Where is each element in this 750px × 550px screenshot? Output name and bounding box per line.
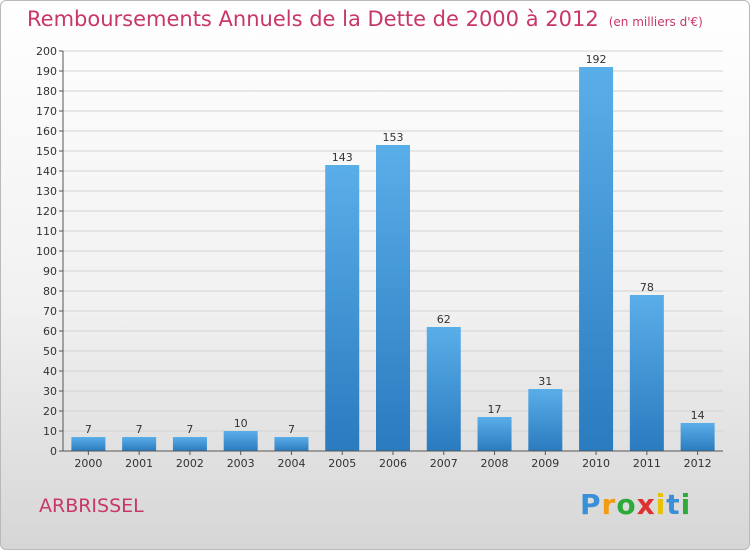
bar	[274, 437, 309, 451]
y-tick-label: 20	[43, 405, 57, 418]
x-tick-label: 2003	[227, 457, 255, 470]
x-tick-label: 2012	[684, 457, 712, 470]
x-tick-label: 2001	[125, 457, 153, 470]
x-tick-label: 2000	[74, 457, 102, 470]
y-tick-label: 150	[36, 145, 57, 158]
bar	[172, 437, 207, 451]
y-tick-label: 60	[43, 325, 57, 338]
bar-value-label: 7	[85, 423, 92, 436]
y-tick-label: 200	[36, 45, 57, 58]
logo-letter: x	[636, 488, 656, 521]
y-tick-label: 180	[36, 85, 57, 98]
bar-value-label: 31	[538, 375, 552, 388]
x-tick-label: 2004	[277, 457, 305, 470]
logo-letter: i	[680, 488, 692, 521]
bar-value-label: 143	[332, 151, 353, 164]
chart-title-text: Remboursements Annuels de la Dette de 20…	[27, 7, 599, 31]
logo-letter: r	[601, 488, 617, 521]
y-tick-label: 110	[36, 225, 57, 238]
proxiti-logo: Proxiti	[580, 488, 691, 521]
bar-value-label: 192	[586, 53, 607, 66]
bar	[629, 295, 664, 451]
bar	[579, 67, 614, 451]
chart-title: Remboursements Annuels de la Dette de 20…	[27, 7, 703, 31]
y-tick-label: 190	[36, 65, 57, 78]
x-tick-label: 2010	[582, 457, 610, 470]
bar-value-label: 17	[488, 403, 502, 416]
bar	[477, 417, 512, 451]
bar	[528, 389, 563, 451]
bar	[223, 431, 258, 451]
bar	[426, 327, 461, 451]
y-tick-label: 80	[43, 285, 57, 298]
place-name: ARBRISSEL	[39, 495, 144, 517]
bar-value-label: 7	[136, 423, 143, 436]
bar	[325, 165, 360, 451]
bar	[71, 437, 106, 451]
x-tick-label: 2006	[379, 457, 407, 470]
x-tick-label: 2011	[633, 457, 661, 470]
y-tick-label: 160	[36, 125, 57, 138]
y-tick-label: 10	[43, 425, 57, 438]
y-tick-label: 70	[43, 305, 57, 318]
y-tick-label: 30	[43, 385, 57, 398]
bar-value-label: 10	[234, 417, 248, 430]
bar-value-label: 78	[640, 281, 654, 294]
bar	[680, 423, 715, 451]
bar-value-label: 153	[383, 131, 404, 144]
y-tick-label: 90	[43, 265, 57, 278]
logo-letter: o	[616, 488, 637, 521]
bar-value-label: 7	[186, 423, 193, 436]
axes: 0 10 20 30 40 50 60 70 80 90 100 110 120 130 140 150 160…	[36, 45, 723, 470]
bar	[376, 145, 410, 451]
y-tick-label: 140	[36, 165, 57, 178]
y-tick-label: 130	[36, 185, 57, 198]
y-tick-label: 0	[50, 445, 57, 458]
x-tick-label: 2009	[531, 457, 559, 470]
logo-letter: i	[655, 488, 667, 521]
x-tick-label: 2008	[481, 457, 509, 470]
bar	[122, 437, 157, 451]
bar-value-label: 62	[437, 313, 451, 326]
y-tick-label: 120	[36, 205, 57, 218]
y-tick-label: 50	[43, 345, 57, 358]
bar-value-label: 7	[288, 423, 295, 436]
logo-letter: P	[580, 488, 602, 521]
x-tick-label: 2002	[176, 457, 204, 470]
chart-subtitle: (en milliers d'€)	[608, 15, 703, 29]
x-tick-label: 2005	[328, 457, 356, 470]
logo-letter: t	[666, 488, 681, 521]
bars: 7 7 7 10 7 143 153 62 17 31 192 78 14	[71, 53, 715, 451]
y-tick-label: 170	[36, 105, 57, 118]
bar-value-label: 14	[691, 409, 705, 422]
y-tick-label: 40	[43, 365, 57, 378]
x-tick-label: 2007	[430, 457, 458, 470]
y-tick-label: 100	[36, 245, 57, 258]
